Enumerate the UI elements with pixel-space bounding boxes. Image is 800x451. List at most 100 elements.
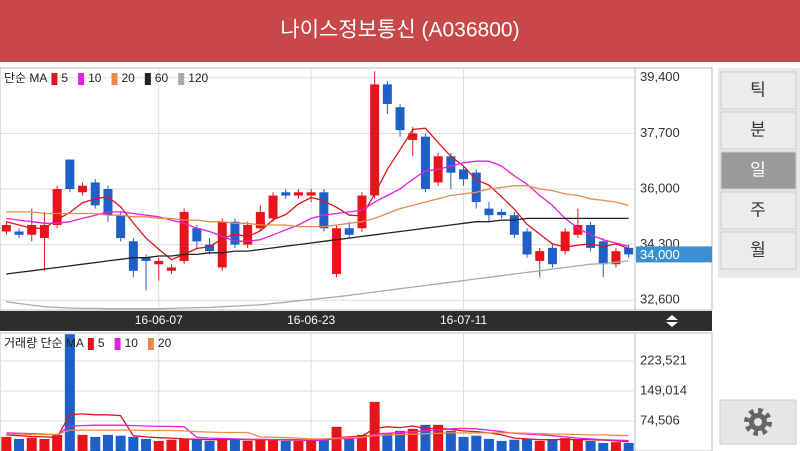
volume-bar (547, 439, 558, 451)
gear-icon[interactable] (744, 408, 772, 436)
period-button[interactable]: 주 (720, 191, 797, 230)
legend-label: 10 (125, 336, 139, 350)
y-tick-label: 149,014 (640, 382, 687, 397)
candle-body (598, 241, 608, 265)
volume-bar (77, 434, 88, 451)
legend-title: 단순 MA (4, 71, 47, 85)
candle-body (446, 156, 456, 173)
candle-body (268, 195, 278, 219)
ma-line (6, 217, 629, 275)
period-button[interactable]: 틱 (720, 71, 797, 110)
button-box (720, 151, 797, 190)
period-button[interactable]: 일 (720, 151, 797, 190)
candle-body (166, 267, 176, 271)
candle-body (27, 224, 37, 235)
legend-swatch (178, 73, 185, 85)
legend-label: 120 (188, 71, 208, 85)
legend-swatch (78, 73, 85, 85)
volume-bar (268, 439, 279, 451)
volume-bar (610, 442, 621, 451)
scale-toggle[interactable] (666, 315, 678, 327)
price-panel (0, 67, 713, 311)
button-box (720, 71, 797, 110)
volume-bar (483, 438, 494, 451)
volume-bar (445, 430, 456, 451)
date-bar (0, 311, 712, 331)
legend-swatch (51, 73, 58, 85)
volume-bar (64, 334, 75, 451)
candle-body (497, 211, 507, 216)
ma-line (6, 160, 629, 247)
candle-body (116, 215, 126, 239)
candle-body (293, 192, 303, 196)
button-box (720, 191, 797, 230)
volume-bar (179, 438, 190, 451)
volume-bar (293, 440, 304, 451)
candle-body (192, 228, 202, 242)
candle-body (179, 211, 189, 261)
legend-label: 5 (98, 336, 105, 350)
button-box (720, 231, 797, 270)
volume-bar (522, 438, 533, 451)
candle-body (281, 192, 291, 196)
volume-bar (217, 438, 228, 451)
date-label: 16-06-07 (135, 313, 183, 327)
volume-bar (572, 439, 583, 451)
candle-body (586, 224, 596, 248)
y-tick-label: 32,600 (640, 292, 680, 307)
y-tick-label: 74,506 (640, 412, 680, 427)
y-tick-label: 223,521 (640, 352, 687, 367)
candle-body (14, 231, 24, 235)
candle-body (78, 185, 88, 193)
candle-body (319, 192, 329, 229)
candle-body (624, 247, 634, 255)
candle-body (344, 228, 354, 235)
volume-bar (356, 434, 367, 451)
volume-bar (560, 438, 571, 451)
volume-bar (191, 438, 202, 451)
candle-body (535, 251, 545, 261)
candle-body (205, 244, 215, 252)
legend-swatch (111, 73, 118, 85)
candle-body (243, 224, 253, 245)
candle-body (217, 221, 227, 268)
volume-bar (585, 440, 596, 451)
y-tick-label: 37,700 (640, 125, 680, 140)
volume-bar (166, 439, 177, 451)
button-label: 일 (750, 160, 766, 179)
volume-bar (52, 434, 63, 451)
candle-body (141, 257, 151, 261)
candle-body (370, 84, 380, 196)
volume-bar (115, 435, 126, 451)
header-bar (0, 0, 800, 62)
date-label: 16-07-11 (440, 313, 487, 327)
volume-bar (471, 435, 482, 451)
button-label: 틱 (750, 80, 766, 99)
candle-body (522, 231, 532, 255)
legend-title: 거래량 단순 MA (4, 336, 84, 350)
button-label: 분 (750, 120, 766, 139)
period-button[interactable]: 분 (720, 111, 797, 150)
candle-body (306, 192, 316, 196)
volume-bar (280, 440, 291, 451)
candle-body (611, 251, 621, 265)
candle-body (509, 215, 519, 235)
volume-bar (598, 442, 609, 451)
period-button[interactable]: 월 (720, 231, 797, 270)
candle-body (230, 221, 240, 245)
candle-body (459, 169, 469, 180)
volume-bar (369, 401, 380, 451)
volume-bar (534, 440, 545, 451)
legend-swatch (87, 338, 94, 350)
volume-bar (623, 442, 634, 451)
candle-body (484, 208, 494, 216)
y-tick-label: 36,000 (640, 180, 680, 195)
legend-swatch (144, 73, 151, 85)
candle-body (395, 107, 405, 131)
legend-label: 20 (121, 71, 135, 85)
date-label: 16-06-23 (287, 313, 335, 327)
volume-bar (102, 434, 113, 451)
last-price-label: 34,000 (640, 247, 680, 262)
button-box (720, 111, 797, 150)
